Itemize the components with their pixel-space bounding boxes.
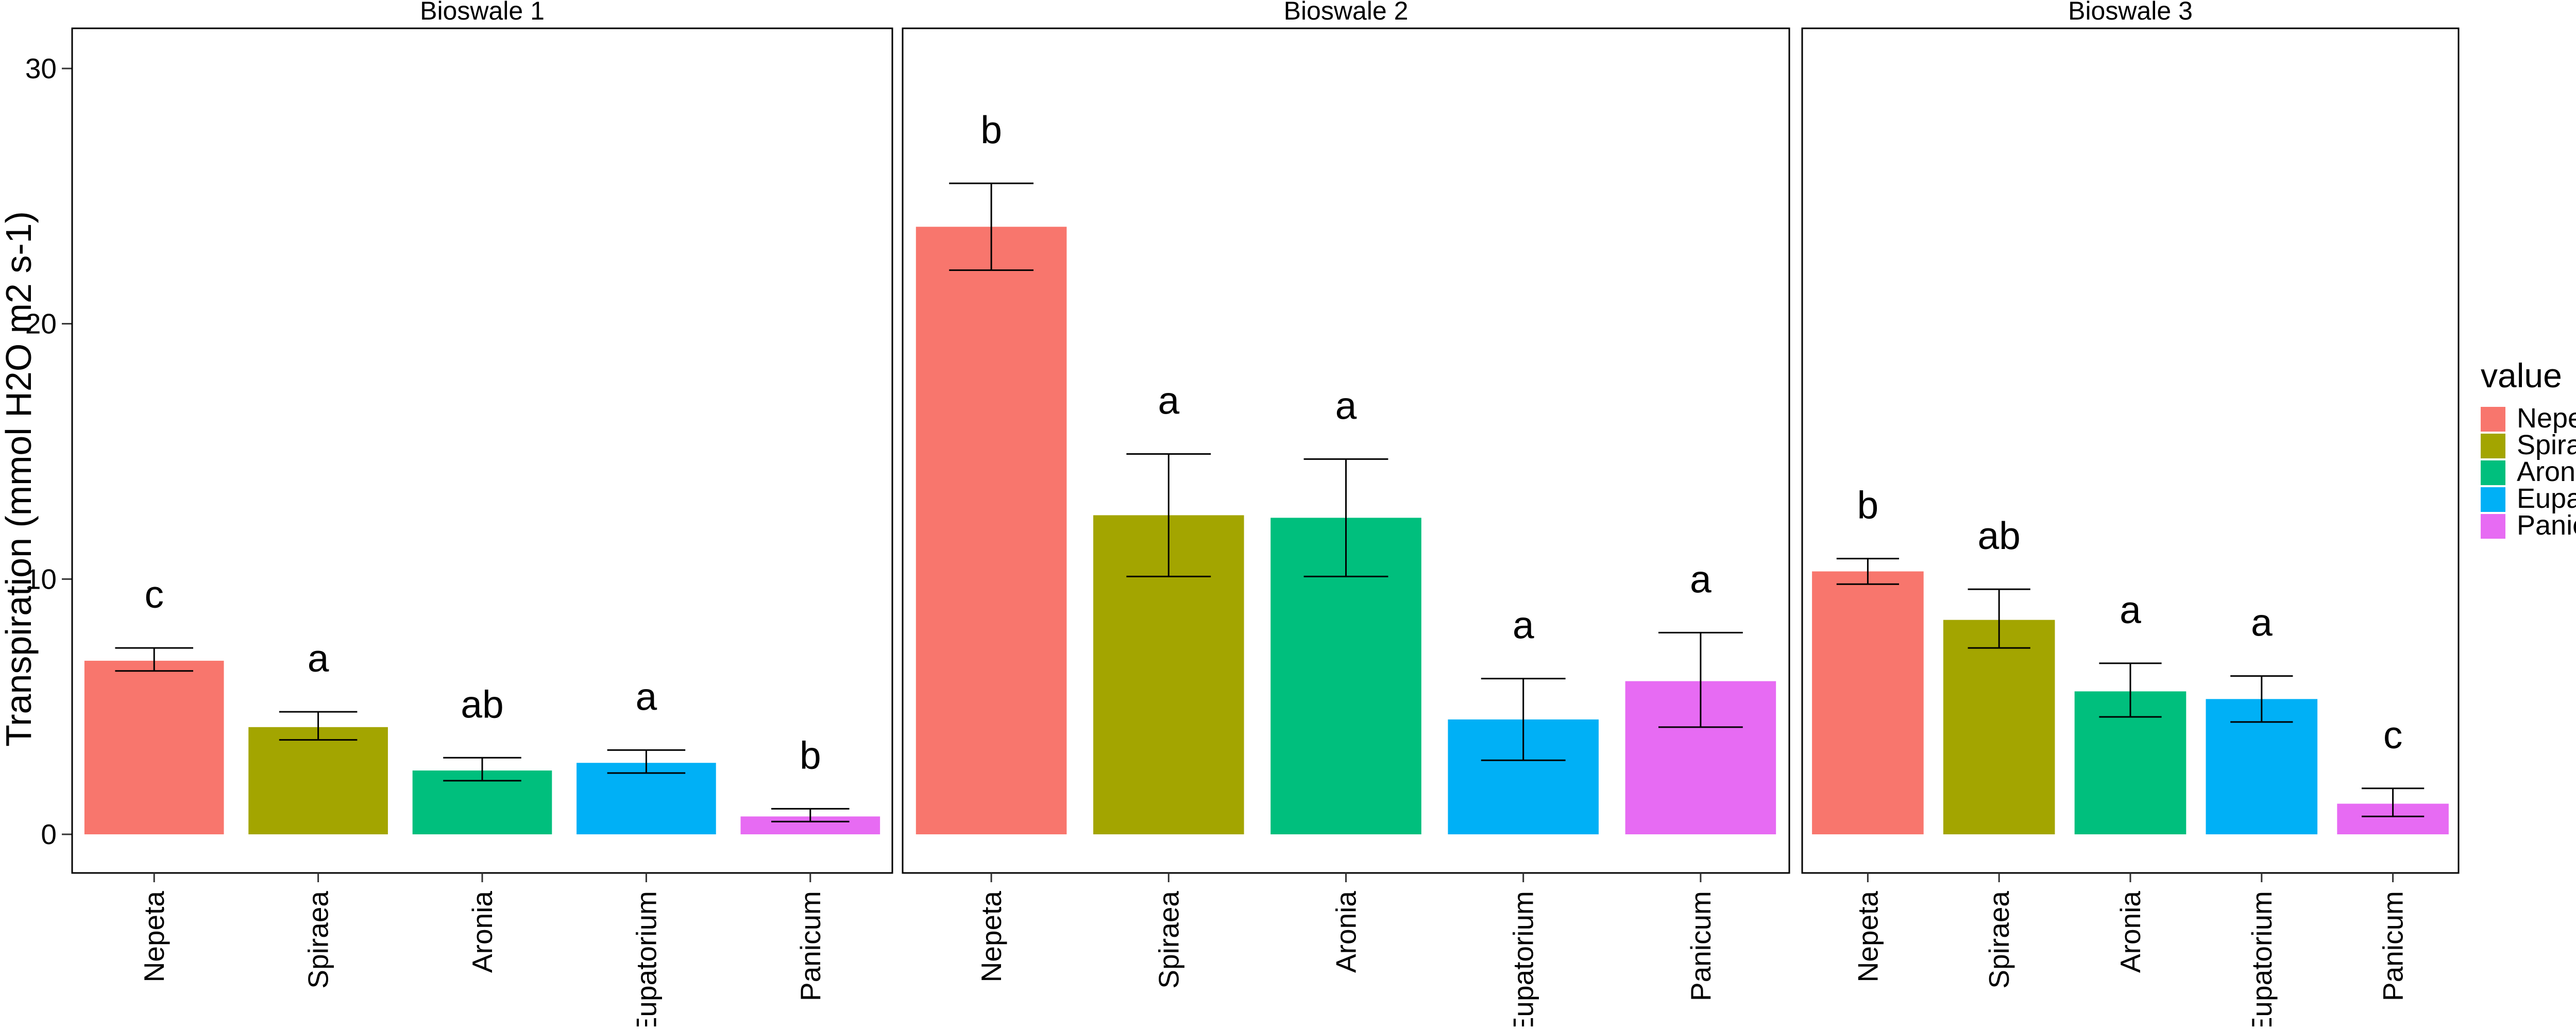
y-tick-label: 10 bbox=[25, 563, 57, 595]
significance-letter: c bbox=[144, 573, 164, 616]
y-tick-label: 20 bbox=[25, 308, 57, 340]
legend-title: value bbox=[2481, 356, 2562, 395]
x-tick-label: Spiraea bbox=[302, 891, 334, 989]
legend-label: Eupatorium bbox=[2517, 483, 2576, 514]
x-tick-label: Spiraea bbox=[1983, 891, 2015, 989]
significance-letter: ab bbox=[461, 682, 503, 726]
significance-letter: a bbox=[1335, 384, 1357, 427]
significance-letter: b bbox=[980, 108, 1002, 151]
significance-letter: a bbox=[1158, 379, 1179, 422]
legend-key-nepeta bbox=[2481, 407, 2505, 432]
bar-spiraea bbox=[248, 727, 388, 834]
panel-title: Bioswale 2 bbox=[1284, 0, 1409, 25]
bar-nepeta bbox=[1812, 571, 1924, 834]
x-tick-label: Panicum bbox=[2377, 891, 2409, 1001]
legend-key-panicum bbox=[2481, 514, 2505, 539]
legend-key-spiraea bbox=[2481, 434, 2505, 458]
significance-letter: a bbox=[636, 675, 657, 718]
legend-label: Aronia bbox=[2517, 456, 2576, 487]
significance-letter: a bbox=[308, 637, 329, 680]
x-tick-label: Eupatorium bbox=[630, 891, 662, 1026]
x-tick-label: Nepeta bbox=[1852, 891, 1884, 983]
x-tick-label: Nepeta bbox=[975, 891, 1007, 983]
x-tick-label: Nepeta bbox=[138, 891, 170, 983]
significance-letter: a bbox=[1513, 604, 1534, 647]
bar-nepeta bbox=[916, 227, 1067, 834]
significance-letter: c bbox=[2383, 713, 2403, 757]
significance-letter: a bbox=[2251, 601, 2273, 644]
significance-letter: a bbox=[2120, 588, 2141, 631]
legend-label: Spiraea bbox=[2517, 430, 2576, 460]
x-tick-label: Aronia bbox=[1330, 891, 1362, 973]
bar-nepeta bbox=[84, 660, 224, 834]
x-tick-label: Eupatorium bbox=[2246, 891, 2278, 1026]
legend-key-aronia bbox=[2481, 460, 2505, 485]
legend-key-eupatorium bbox=[2481, 487, 2505, 512]
significance-letter: b bbox=[1857, 484, 1879, 527]
bar-eupatorium bbox=[577, 763, 716, 834]
legend-label: Nepeta bbox=[2517, 403, 2576, 434]
x-tick-label: Panicum bbox=[1685, 891, 1717, 1001]
significance-letter: ab bbox=[1977, 514, 2020, 557]
x-tick-label: Spiraea bbox=[1153, 891, 1184, 989]
y-axis-label: Transpiration (mmol H2O m2 s-1) bbox=[0, 211, 39, 747]
panel-title: Bioswale 1 bbox=[420, 0, 545, 25]
x-tick-label: Eupatorium bbox=[1507, 891, 1539, 1026]
x-tick-label: Panicum bbox=[794, 891, 826, 1001]
x-tick-label: Aronia bbox=[2114, 891, 2146, 973]
significance-letter: a bbox=[1690, 557, 1711, 601]
panel-title: Bioswale 3 bbox=[2068, 0, 2193, 25]
legend-label: Panicum bbox=[2517, 510, 2576, 541]
significance-letter: b bbox=[800, 733, 821, 777]
y-tick-label: 30 bbox=[25, 53, 57, 84]
bar-spiraea bbox=[1943, 620, 2055, 834]
x-tick-label: Aronia bbox=[466, 891, 498, 973]
y-tick-label: 0 bbox=[41, 818, 57, 850]
